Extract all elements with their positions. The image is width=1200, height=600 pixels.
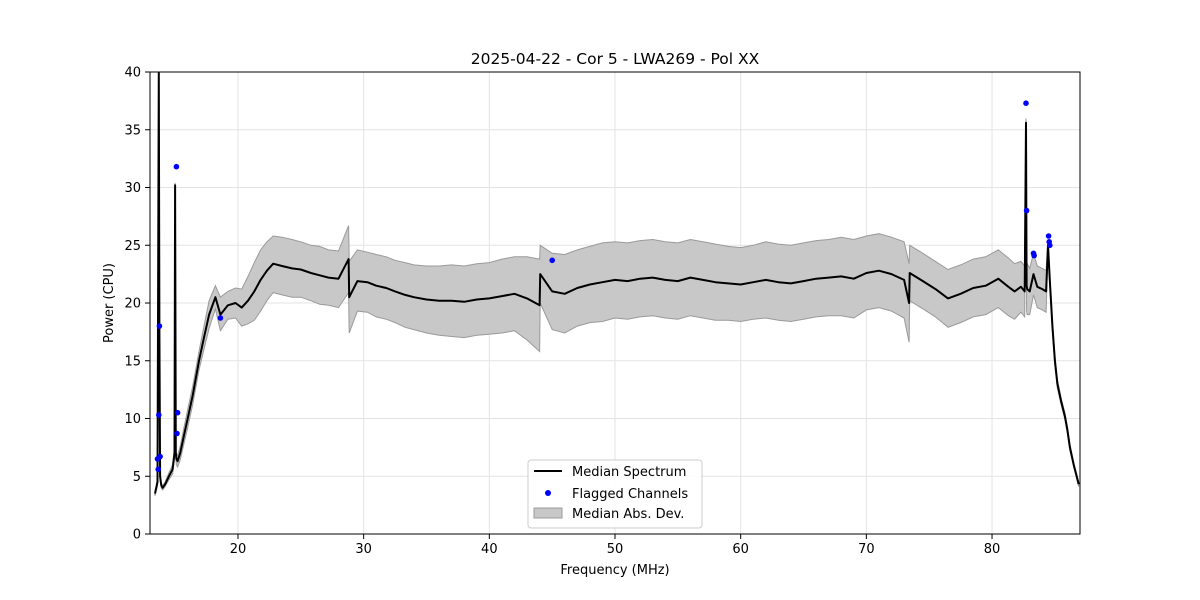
flagged-channel-point — [1031, 252, 1037, 259]
flagged-channel-points — [154, 100, 1053, 473]
flagged-channel-point — [1023, 207, 1030, 214]
flagged-channel-point — [217, 315, 224, 321]
x-tick-label: 60 — [732, 542, 749, 557]
y-tick-label: 40 — [124, 66, 141, 81]
y-tick-label: 20 — [124, 297, 141, 312]
legend-mad-swatch — [533, 507, 563, 519]
chart-title: 2025-04-22 - Cor 5 - LWA269 - Pol XX — [471, 50, 760, 68]
x-axis-ticks: 20 30 40 50 60 70 80 — [230, 534, 1001, 557]
flagged-channel-point — [174, 409, 181, 416]
legend-mad-label: Median Abs. Dev. — [572, 507, 684, 522]
x-tick-label: 40 — [481, 542, 498, 557]
y-axis-ticks: 0 5 10 15 20 25 30 35 40 — [124, 66, 150, 543]
flagged-channel-point — [173, 163, 180, 170]
x-axis-label: Frequency (MHz) — [560, 563, 669, 578]
y-tick-label: 10 — [124, 412, 141, 427]
y-tick-label: 30 — [124, 181, 141, 196]
x-tick-label: 50 — [607, 542, 624, 557]
median-abs-dev-band — [154, 72, 1080, 497]
y-tick-label: 35 — [124, 123, 141, 138]
x-tick-label: 30 — [355, 542, 372, 557]
flagged-channel-point — [155, 466, 161, 473]
plot-area — [154, 72, 1080, 497]
legend-flagged-swatch — [545, 490, 551, 496]
y-tick-label: 25 — [124, 239, 141, 254]
y-tick-label: 15 — [124, 354, 141, 369]
y-axis-label: Power (CPU) — [102, 263, 117, 343]
flagged-channel-point — [1045, 233, 1052, 239]
y-tick-label: 0 — [133, 528, 141, 543]
legend-median-label: Median Spectrum — [572, 465, 686, 480]
flagged-channel-point — [174, 430, 180, 437]
flagged-channel-point — [1023, 100, 1029, 106]
flagged-channel-point — [157, 453, 163, 460]
legend: Median Spectrum Flagged Channels Median … — [527, 459, 703, 529]
x-tick-label: 20 — [230, 542, 247, 557]
legend-box — [527, 459, 703, 529]
median-spectrum-line — [154, 72, 1080, 494]
y-tick-label: 5 — [133, 470, 141, 485]
x-tick-label: 70 — [858, 542, 875, 557]
flagged-channel-point — [156, 412, 162, 418]
legend-flagged-label: Flagged Channels — [572, 487, 688, 502]
flagged-channel-point — [156, 323, 163, 329]
flagged-channel-point — [1047, 242, 1053, 249]
x-tick-label: 80 — [984, 542, 1001, 557]
flagged-channel-point — [549, 257, 555, 264]
